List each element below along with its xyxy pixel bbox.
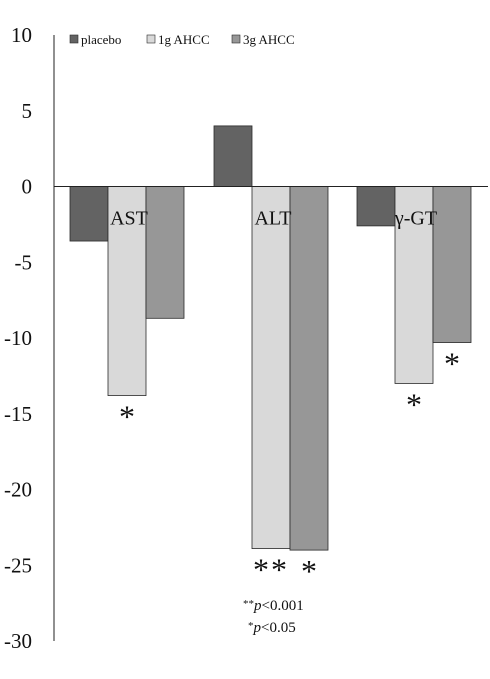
legend-swatch xyxy=(231,34,241,44)
y-tick-labels: 10 5 0 -5 -10 -15 -20 -25 -30 xyxy=(4,23,32,653)
y-tick-label: -20 xyxy=(4,478,32,502)
bar-placebo xyxy=(356,186,396,227)
y-tick-label: 10 xyxy=(11,23,32,47)
y-tick-label: 0 xyxy=(22,175,33,199)
y-tick-label: -25 xyxy=(4,553,32,577)
significance-marker: * xyxy=(119,399,135,435)
footnote-line: **p<0.001 xyxy=(243,598,304,614)
significance-footnote: **p<0.001 *p<0.05 xyxy=(243,598,304,636)
bar-placebo xyxy=(69,186,109,242)
footnote-line: *p<0.05 xyxy=(248,620,296,636)
significance-markers: *** *** xyxy=(119,346,460,590)
legend-label: placebo xyxy=(81,32,121,47)
legend-swatch xyxy=(69,34,79,44)
bar-1g-ahcc xyxy=(107,186,147,396)
bar-placebo xyxy=(213,125,253,187)
legend-label: 3g AHCC xyxy=(243,32,295,47)
legend: placebo 1g AHCC 3g AHCC xyxy=(69,32,295,47)
bar-3g-ahcc xyxy=(289,186,329,551)
bar-3g-ahcc xyxy=(145,186,185,319)
significance-marker: * xyxy=(444,346,460,382)
bar-3g-ahcc xyxy=(432,186,472,343)
significance-marker: * xyxy=(406,386,422,422)
category-label: γ-GT xyxy=(394,208,437,230)
significance-marker: ** xyxy=(253,552,289,588)
y-tick-label: -5 xyxy=(15,250,33,274)
y-tick-label: -10 xyxy=(4,326,32,350)
category-labels: AST ALT γ-GT xyxy=(110,208,437,230)
significance-marker: * xyxy=(301,553,317,589)
category-label: AST xyxy=(110,208,148,230)
y-tick-label: -30 xyxy=(4,629,32,653)
y-tick-label: 5 xyxy=(22,99,33,123)
legend-label: 1g AHCC xyxy=(158,32,210,47)
legend-swatch xyxy=(146,34,156,44)
bar-1g-ahcc xyxy=(394,186,434,384)
bars-group xyxy=(69,125,472,551)
bar-1g-ahcc xyxy=(251,186,291,549)
y-tick-label: -15 xyxy=(4,402,32,426)
category-label: ALT xyxy=(254,208,291,230)
